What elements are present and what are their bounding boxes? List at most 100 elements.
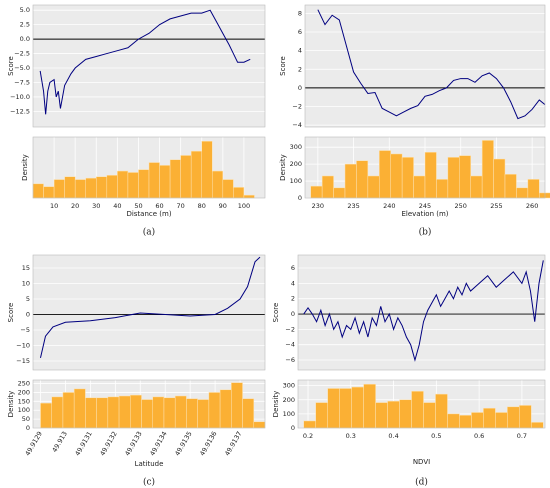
y-tick-label: 4 <box>291 279 295 287</box>
histogram-bar <box>85 177 97 199</box>
x-tick-label: 40 <box>113 202 121 210</box>
plot-background <box>298 255 545 370</box>
plot-frame <box>297 379 546 429</box>
x-tick-label: 49.9132 <box>98 430 118 457</box>
plot-frame <box>297 254 546 371</box>
histogram-bar <box>531 422 544 429</box>
histogram-bar <box>43 186 55 199</box>
histogram-bar <box>219 389 232 429</box>
histogram-bar <box>169 159 181 199</box>
histogram-bar <box>507 406 520 429</box>
histogram-bar <box>483 407 496 429</box>
histogram-bar <box>519 405 532 429</box>
histogram-bar <box>197 399 210 429</box>
panel-caption: (d) <box>415 477 428 488</box>
y-axis-label: Score <box>7 303 15 323</box>
histogram-bar <box>233 187 245 199</box>
histogram-bar <box>201 141 213 199</box>
histogram-bar <box>447 157 460 199</box>
x-tick-label: 20 <box>71 202 79 210</box>
y-tick-label: 0 <box>291 424 295 432</box>
histogram-bar <box>190 150 202 199</box>
histogram-bar <box>436 179 449 199</box>
y-tick-label: 10 <box>22 280 30 288</box>
x-tick-label: 70 <box>176 202 184 210</box>
histogram-bar <box>64 176 76 199</box>
histogram-bar <box>303 420 316 429</box>
x-tick-label: 49.9136 <box>198 430 218 457</box>
histogram-bar <box>141 399 153 429</box>
y-tick-label: −7.5 <box>14 78 30 86</box>
histogram-bar <box>152 396 165 429</box>
panel-caption: (a) <box>143 227 155 238</box>
y-axis-label: Density <box>272 391 280 418</box>
x-tick-label: 0.7 <box>517 432 527 440</box>
histogram-bar <box>138 169 150 199</box>
histogram-bar <box>62 392 75 429</box>
histogram-bar <box>73 388 86 429</box>
y-tick-label: 0.0 <box>20 35 30 43</box>
histogram-bar <box>539 192 550 199</box>
histogram-bar <box>163 397 176 429</box>
y-tick-label: 6 <box>298 28 302 36</box>
histogram-bar <box>367 175 380 199</box>
histogram-bar <box>356 160 369 199</box>
y-tick-label: −2 <box>292 103 302 111</box>
x-axis-label: Distance (m) <box>126 210 171 218</box>
y-tick-label: 300 <box>283 382 295 390</box>
histogram-bar <box>470 175 483 199</box>
histogram-bar <box>40 402 52 429</box>
y-tick-label: 150 <box>18 397 30 405</box>
y-tick-label: 200 <box>290 160 302 168</box>
y-tick-label: −2 <box>285 325 295 333</box>
plot-frame <box>304 136 546 199</box>
y-tick-label: −5 <box>20 326 30 334</box>
histogram-bar <box>493 158 506 199</box>
y-tick-label: 15 <box>22 264 30 272</box>
y-tick-label: −2.5 <box>14 50 30 58</box>
y-tick-label: 2 <box>291 295 295 303</box>
histogram-bar <box>351 386 364 429</box>
y-tick-label: 50 <box>22 415 30 423</box>
score-line <box>39 256 261 359</box>
x-tick-label: 49.913 <box>51 430 69 454</box>
x-tick-label: 0.6 <box>474 432 484 440</box>
histogram-bar <box>447 413 460 429</box>
histogram-bar <box>53 179 65 199</box>
histogram-bar <box>208 392 221 429</box>
histogram-bar <box>459 155 471 199</box>
histogram-bar <box>339 388 352 429</box>
score-line <box>303 260 544 362</box>
plot-background <box>33 5 265 127</box>
histogram-bar <box>379 150 391 199</box>
y-tick-label: 250 <box>18 380 30 388</box>
y-axis-label: Density <box>21 154 29 181</box>
y-tick-label: 200 <box>283 396 295 404</box>
y-axis-label: Score <box>7 56 15 76</box>
x-tick-label: 255 <box>490 202 502 210</box>
histogram-bar <box>106 175 118 199</box>
histogram-bar <box>321 175 334 199</box>
y-tick-label: −10.0 <box>10 93 30 101</box>
x-tick-label: 245 <box>419 202 431 210</box>
y-tick-label: −15 <box>16 357 30 365</box>
y-tick-label: −4 <box>285 341 295 349</box>
x-tick-label: 50 <box>134 202 142 210</box>
histogram-bar <box>130 394 142 429</box>
histogram-bar <box>51 396 64 429</box>
histogram-bar <box>118 395 131 429</box>
plot-frame <box>32 379 266 429</box>
y-tick-label: 6 <box>291 264 295 272</box>
y-tick-label: 0 <box>26 311 30 319</box>
panel-caption: (c) <box>143 477 155 488</box>
x-tick-label: 49.9135 <box>173 430 193 457</box>
x-tick-label: 10 <box>50 202 58 210</box>
y-tick-label: 8 <box>298 9 302 17</box>
y-tick-label: 2.5 <box>20 21 30 29</box>
panel-caption: (b) <box>419 227 432 238</box>
histogram-bar <box>174 395 187 429</box>
y-tick-label: 2 <box>298 65 302 73</box>
y-axis-label: Density <box>7 391 15 418</box>
x-tick-label: 49.9137 <box>223 430 243 457</box>
